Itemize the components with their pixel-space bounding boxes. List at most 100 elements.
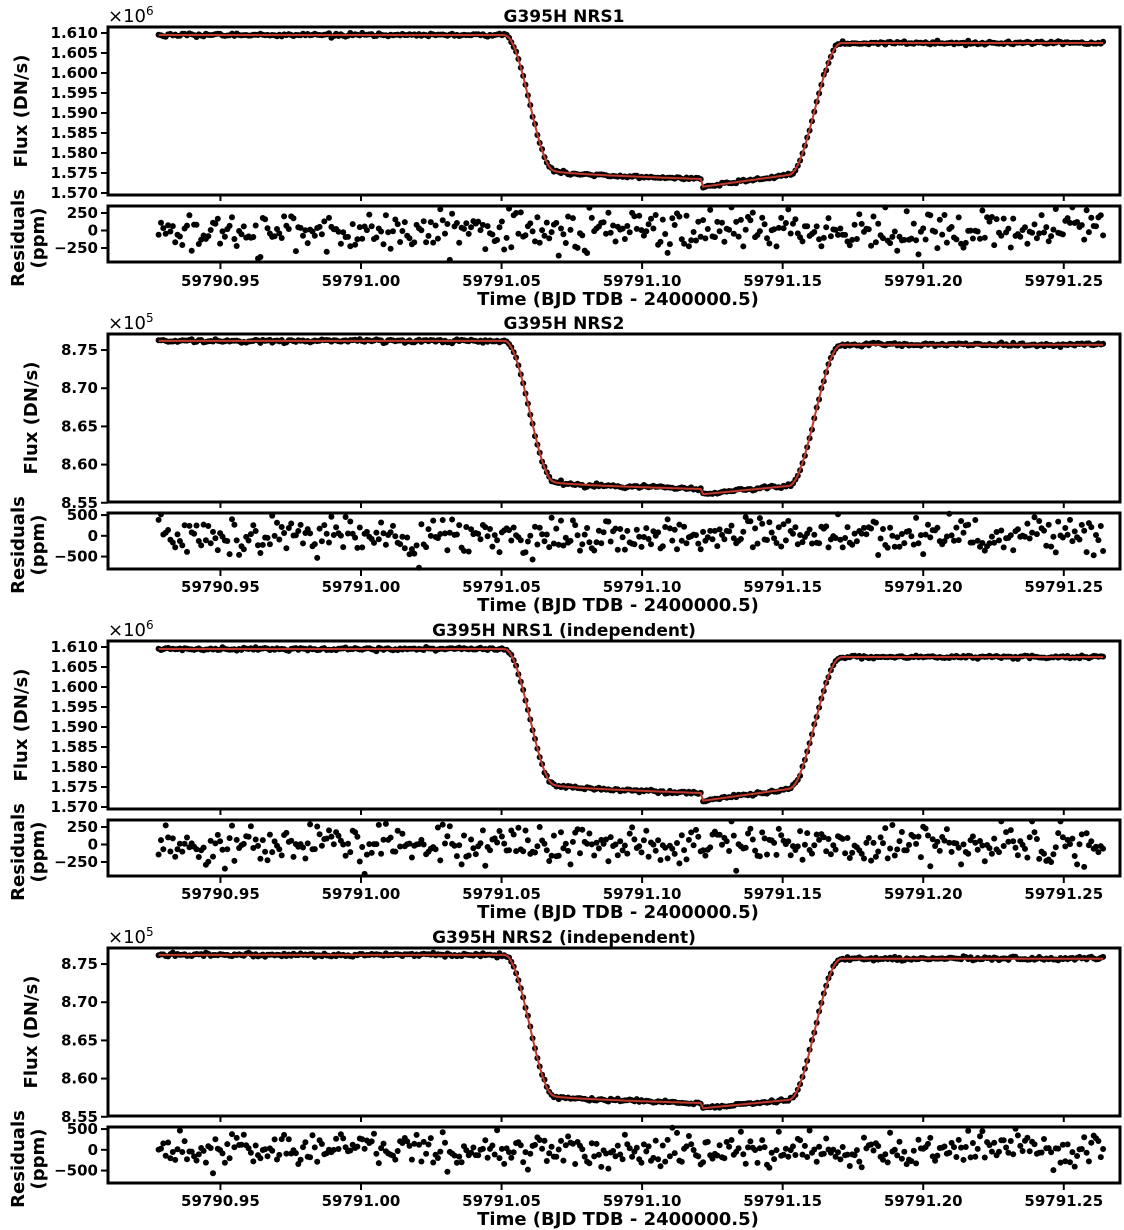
residual-point xyxy=(368,1138,375,1145)
residual-point xyxy=(768,529,775,536)
residual-point xyxy=(487,526,493,532)
residual-point xyxy=(624,527,631,534)
residual-point xyxy=(532,523,538,530)
residual-point xyxy=(652,1137,659,1144)
residual-point xyxy=(359,844,366,850)
residual-point xyxy=(444,833,451,840)
residual-point xyxy=(179,1149,186,1155)
residual-point xyxy=(782,1145,789,1152)
x-tick-label: 59791.10 xyxy=(603,885,682,903)
residual-point xyxy=(621,842,628,849)
residual-point xyxy=(1024,1134,1031,1141)
x-tick-label: 59791.10 xyxy=(603,578,682,596)
residual-point xyxy=(662,231,669,237)
residual-point xyxy=(756,1145,763,1152)
flux-y-tick-label: 8.65 xyxy=(61,417,98,435)
residual-point xyxy=(543,847,550,854)
residual-point xyxy=(1007,532,1014,539)
residual-point xyxy=(655,529,662,536)
residual-point xyxy=(255,842,261,849)
residual-point xyxy=(645,853,652,860)
residual-point xyxy=(195,538,202,544)
residual-point xyxy=(271,532,278,539)
residual-point xyxy=(695,833,702,840)
residual-point xyxy=(664,249,671,256)
residual-point xyxy=(560,1157,567,1164)
residual-point xyxy=(496,1155,503,1162)
residual-point xyxy=(1093,532,1099,538)
residual-point xyxy=(610,1147,617,1154)
residual-point xyxy=(643,827,650,834)
residual-point xyxy=(1050,1167,1057,1174)
residual-point xyxy=(543,531,550,538)
residual-point xyxy=(1067,841,1073,848)
residual-point xyxy=(205,858,212,865)
residual-point xyxy=(1050,533,1057,540)
residual-point xyxy=(898,531,905,537)
residual-point xyxy=(229,1131,235,1138)
residual-point xyxy=(844,1151,851,1158)
residual-point xyxy=(1062,525,1069,531)
residual-point xyxy=(790,530,796,537)
residual-point xyxy=(506,847,512,854)
residual-point xyxy=(475,530,482,537)
residual-point xyxy=(522,827,529,834)
residual-point xyxy=(1007,1138,1014,1144)
residual-point xyxy=(226,1155,233,1162)
residual-point xyxy=(981,1154,988,1161)
residual-point xyxy=(993,216,1000,223)
residual-point xyxy=(1081,236,1088,243)
residual-point xyxy=(792,524,799,531)
residual-point xyxy=(406,840,413,847)
residual-point xyxy=(969,235,976,242)
residual-point xyxy=(988,533,995,540)
residual-point xyxy=(967,1154,974,1161)
residual-point xyxy=(870,213,877,220)
residual-point xyxy=(650,225,657,232)
residual-point xyxy=(785,206,792,213)
residual-point xyxy=(269,849,276,856)
residual-point xyxy=(534,214,541,221)
residual-point xyxy=(444,1168,451,1175)
residual-point xyxy=(494,237,501,243)
residual-point xyxy=(356,224,363,231)
residual-point xyxy=(430,1159,437,1166)
residual-point xyxy=(276,536,283,543)
residual-point xyxy=(316,831,323,838)
residual-point xyxy=(390,522,396,529)
residual-point xyxy=(558,225,564,232)
residual-point xyxy=(174,531,181,538)
residual-point xyxy=(300,844,306,851)
residual-point xyxy=(487,847,493,854)
residual-point xyxy=(759,214,766,221)
residual-point xyxy=(425,526,432,533)
residual-point xyxy=(184,222,190,229)
residual-point xyxy=(155,851,162,858)
residual-point xyxy=(482,862,489,869)
y-multiplier: ×105 xyxy=(108,925,154,948)
residual-point xyxy=(160,846,167,853)
residual-point xyxy=(782,220,789,226)
residual-point xyxy=(830,1146,837,1153)
residual-point xyxy=(742,226,749,233)
residual-point xyxy=(704,226,711,232)
residual-point xyxy=(283,1150,290,1157)
residual-point xyxy=(541,538,548,545)
residual-point xyxy=(238,1141,245,1148)
residual-point xyxy=(1010,838,1017,845)
residual-point xyxy=(558,829,564,836)
residual-points xyxy=(155,204,1107,263)
residual-point xyxy=(629,1153,636,1160)
flux-y-tick-label: 1.570 xyxy=(51,184,98,202)
residual-point xyxy=(880,235,886,242)
residual-point xyxy=(579,232,586,239)
residual-point xyxy=(629,824,636,831)
residual-point xyxy=(361,870,368,877)
residual-point xyxy=(780,225,787,232)
residual-point xyxy=(214,547,221,554)
residual-point xyxy=(719,531,725,538)
residual-point xyxy=(688,237,695,244)
residual-point xyxy=(858,850,865,857)
residual-point xyxy=(536,239,543,246)
residual-y-axis-label: Residuals(ppm) xyxy=(8,496,49,594)
